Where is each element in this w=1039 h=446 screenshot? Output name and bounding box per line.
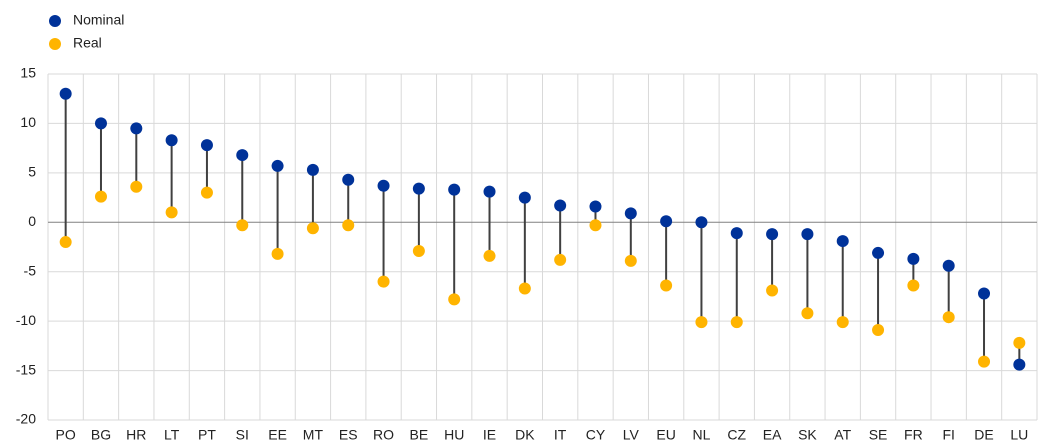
- dot: [730, 227, 743, 240]
- x-tick-label: PT: [198, 427, 216, 443]
- dot: [412, 244, 425, 257]
- x-tick-label: SK: [798, 427, 817, 443]
- dot: [801, 307, 814, 320]
- dot: [589, 200, 602, 213]
- legend-label: Real: [73, 35, 102, 51]
- dot: [377, 179, 390, 192]
- dot: [483, 185, 496, 198]
- dot: [59, 87, 72, 100]
- x-tick-label: LV: [623, 427, 640, 443]
- dot: [695, 216, 708, 229]
- dot: [236, 219, 249, 232]
- dot: [589, 219, 602, 232]
- x-tick-label: MT: [303, 427, 324, 443]
- x-tick-label: HR: [126, 427, 146, 443]
- x-tick-label: EU: [656, 427, 675, 443]
- dot: [836, 235, 849, 248]
- x-tick-label: ES: [339, 427, 358, 443]
- x-tick-label: FI: [942, 427, 954, 443]
- x-tick-label: RO: [373, 427, 394, 443]
- dot: [554, 199, 567, 212]
- dot: [1013, 336, 1026, 349]
- dot: [624, 254, 637, 267]
- dot: [801, 228, 814, 241]
- x-tick-label: NL: [692, 427, 710, 443]
- dot: [271, 159, 284, 172]
- x-tick-label: HU: [444, 427, 464, 443]
- y-tick-label: 15: [20, 65, 36, 81]
- y-tick-label: 5: [28, 164, 36, 180]
- dot: [872, 324, 885, 337]
- dot: [200, 186, 213, 199]
- dot: [907, 279, 920, 292]
- y-tick-label: -15: [16, 361, 36, 377]
- dot: [448, 293, 461, 306]
- dot: [59, 236, 72, 249]
- dot: [624, 207, 637, 220]
- x-tick-label: CZ: [727, 427, 746, 443]
- dot: [907, 252, 920, 265]
- dot: [660, 215, 673, 228]
- dot: [978, 355, 991, 368]
- dot: [660, 279, 673, 292]
- dot: [766, 284, 779, 297]
- dot: [342, 219, 355, 232]
- x-tick-label: SE: [869, 427, 888, 443]
- x-tick-label: LU: [1010, 427, 1028, 443]
- dot: [94, 190, 107, 203]
- x-tick-label: LT: [164, 427, 180, 443]
- dot: [942, 311, 955, 324]
- x-tick-label: DK: [515, 427, 535, 443]
- dot: [872, 246, 885, 259]
- dot: [978, 287, 991, 300]
- dot: [130, 180, 143, 193]
- dot: [412, 182, 425, 195]
- y-tick-label: -20: [16, 411, 36, 427]
- dot: [942, 259, 955, 272]
- x-tick-label: FR: [904, 427, 923, 443]
- dot: [200, 139, 213, 152]
- dot: [448, 183, 461, 196]
- dot: [695, 316, 708, 329]
- x-tick-label: DE: [974, 427, 993, 443]
- legend-marker: [49, 38, 61, 50]
- y-tick-label: -10: [16, 312, 36, 328]
- dot: [94, 117, 107, 130]
- dot: [766, 228, 779, 241]
- dot: [236, 149, 249, 162]
- x-tick-label: AT: [834, 427, 851, 443]
- dot: [377, 275, 390, 288]
- legend-label: Nominal: [73, 12, 124, 28]
- dot: [271, 247, 284, 260]
- dot: [165, 206, 178, 219]
- x-tick-label: PO: [56, 427, 76, 443]
- dot: [165, 134, 178, 147]
- x-tick-label: BG: [91, 427, 111, 443]
- y-tick-label: 10: [20, 114, 36, 130]
- dot: [342, 173, 355, 186]
- dot: [554, 253, 567, 266]
- x-tick-label: SI: [236, 427, 249, 443]
- dot: [518, 191, 531, 204]
- x-tick-label: EE: [268, 427, 287, 443]
- x-tick-label: IE: [483, 427, 496, 443]
- x-tick-label: IT: [554, 427, 567, 443]
- dot: [306, 222, 319, 235]
- x-tick-label: CY: [586, 427, 606, 443]
- dot: [130, 122, 143, 135]
- y-tick-label: -5: [24, 262, 37, 278]
- dot: [518, 282, 531, 295]
- dot: [306, 163, 319, 176]
- x-tick-label: BE: [410, 427, 429, 443]
- y-tick-label: 0: [28, 213, 36, 229]
- dot: [1013, 358, 1026, 371]
- dot: [483, 249, 496, 262]
- legend-marker: [49, 15, 61, 27]
- dot: [836, 316, 849, 329]
- x-tick-label: EA: [763, 427, 782, 443]
- dot: [730, 316, 743, 329]
